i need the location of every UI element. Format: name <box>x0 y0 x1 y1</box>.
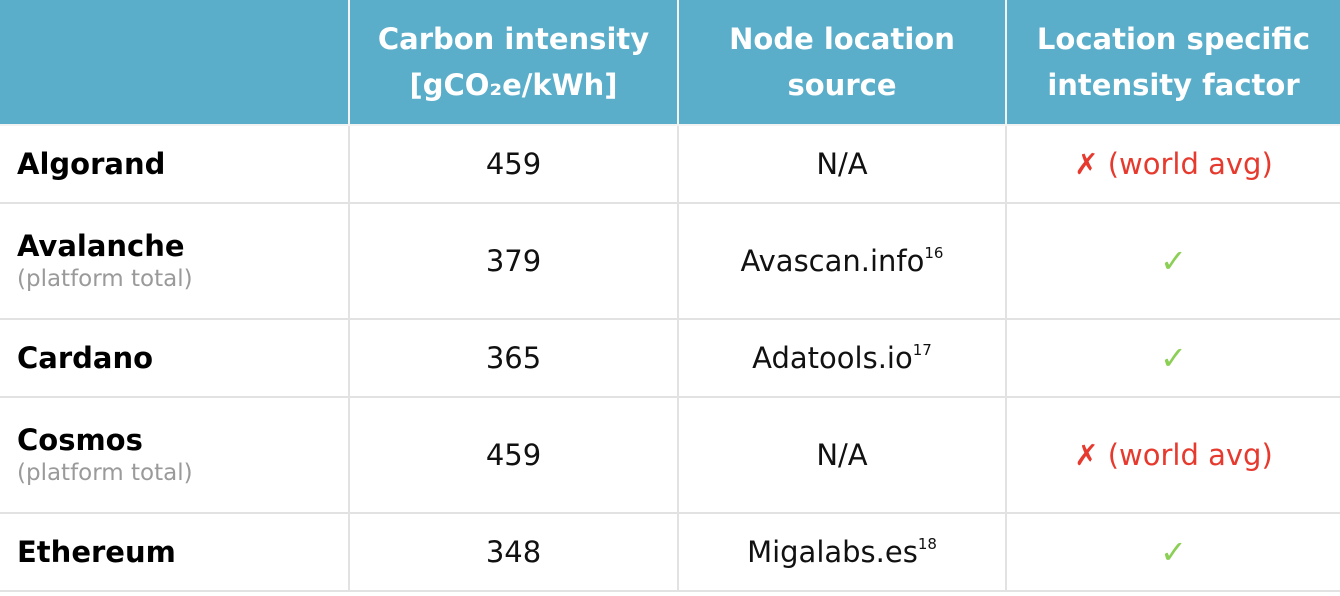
source-text: N/A <box>816 438 868 472</box>
source-cell: N/A <box>677 396 1007 514</box>
chain-name-cell: Algorand <box>0 124 350 204</box>
table-row: Cardano 365 Adatools.io17 ✓ <box>0 318 1340 398</box>
chain-name-note: (platform total) <box>17 266 193 292</box>
intensity-cell: 348 <box>348 512 679 592</box>
source-text: Migalabs.es <box>747 535 918 569</box>
header-factor-line2: intensity factor <box>1047 68 1300 102</box>
header-location-specific-factor: Location specific intensity factor <box>1005 0 1340 126</box>
chain-name: Cosmos <box>17 423 143 457</box>
header-carbon-intensity-line1: Carbon intensity <box>377 22 650 56</box>
header-empty-cell <box>0 0 350 126</box>
source-cell: N/A <box>677 124 1007 204</box>
source-footnote: 18 <box>917 535 937 553</box>
source-footnote: 16 <box>924 244 944 262</box>
header-carbon-intensity: Carbon intensity [gCO₂e/kWh] <box>348 0 679 126</box>
factor-cell: ✓ <box>1005 202 1340 320</box>
header-carbon-intensity-line2: [gCO₂e/kWh] <box>409 68 618 102</box>
chain-name-cell: Cardano <box>0 318 350 398</box>
source-text: Adatools.io <box>752 341 913 375</box>
chain-name-cell: Cosmos (platform total) <box>0 396 350 514</box>
chain-name-cell: Ethereum <box>0 512 350 592</box>
factor-cell: ✗ (world avg) <box>1005 124 1340 204</box>
world-avg-cross-icon: ✗ (world avg) <box>1074 438 1273 472</box>
source-cell: Migalabs.es18 <box>677 512 1007 592</box>
intensity-cell: 379 <box>348 202 679 320</box>
intensity-cell: 459 <box>348 124 679 204</box>
chain-name: Ethereum <box>17 535 176 569</box>
source-text: Avascan.info <box>740 244 925 278</box>
source-cell: Avascan.info16 <box>677 202 1007 320</box>
check-icon: ✓ <box>1160 339 1187 377</box>
chain-name: Cardano <box>17 341 154 375</box>
header-node-location-line1: Node location <box>729 22 955 56</box>
header-row: Carbon intensity [gCO₂e/kWh] Node locati… <box>0 0 1340 126</box>
source-text: N/A <box>816 147 868 181</box>
table-row: Ethereum 348 Migalabs.es18 ✓ <box>0 512 1340 592</box>
factor-cell: ✓ <box>1005 318 1340 398</box>
chain-name-note: (platform total) <box>17 460 193 486</box>
intensity-cell: 459 <box>348 396 679 514</box>
factor-cell: ✗ (world avg) <box>1005 396 1340 514</box>
check-icon: ✓ <box>1160 533 1187 571</box>
table-row: Algorand 459 N/A ✗ (world avg) <box>0 124 1340 204</box>
table-row: Cosmos (platform total) 459 N/A ✗ (world… <box>0 396 1340 514</box>
source-footnote: 17 <box>912 341 932 359</box>
chain-name-cell: Avalanche (platform total) <box>0 202 350 320</box>
source-cell: Adatools.io17 <box>677 318 1007 398</box>
header-node-location-source: Node location source <box>677 0 1007 126</box>
table-row: Avalanche (platform total) 379 Avascan.i… <box>0 202 1340 320</box>
intensity-cell: 365 <box>348 318 679 398</box>
chain-name: Avalanche <box>17 229 185 263</box>
chain-name: Algorand <box>17 147 166 181</box>
factor-cell: ✓ <box>1005 512 1340 592</box>
header-node-location-line2: source <box>787 68 897 102</box>
world-avg-cross-icon: ✗ (world avg) <box>1074 147 1273 181</box>
check-icon: ✓ <box>1160 242 1187 280</box>
header-factor-line1: Location specific <box>1036 22 1311 56</box>
